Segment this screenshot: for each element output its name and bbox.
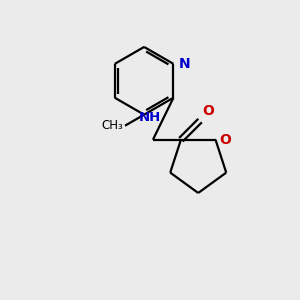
Text: O: O: [202, 104, 214, 118]
Text: O: O: [220, 133, 232, 147]
Text: CH₃: CH₃: [102, 119, 124, 132]
Text: NH: NH: [139, 111, 161, 124]
Text: N: N: [179, 57, 190, 71]
